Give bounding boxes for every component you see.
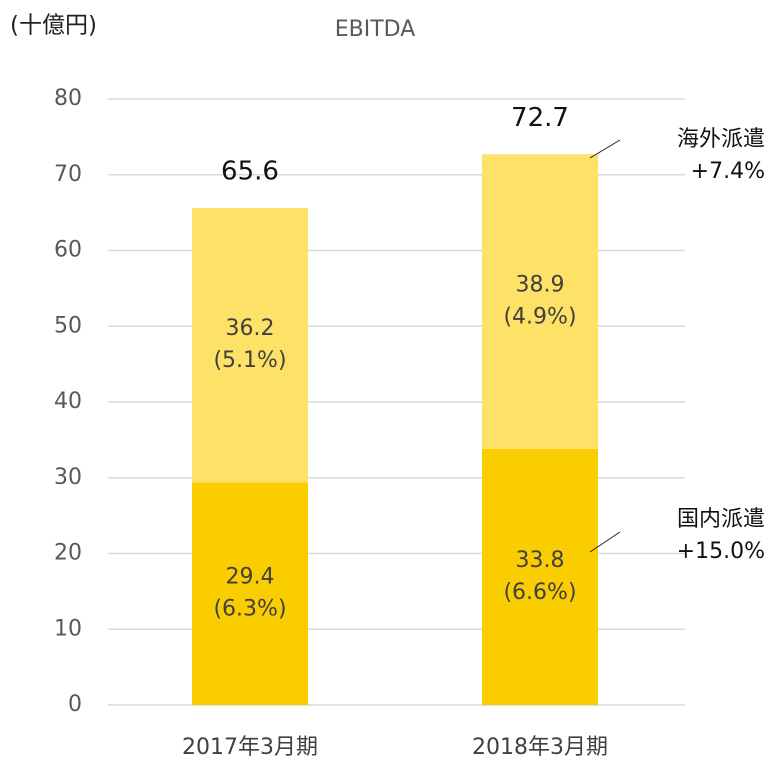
value-label: 38.9 xyxy=(516,273,565,298)
x-tick-label: 2017年3月期 xyxy=(182,735,318,760)
y-tick-label: 40 xyxy=(54,389,82,414)
y-tick-label: 60 xyxy=(54,238,82,263)
value-label: 29.4 xyxy=(226,565,275,590)
value-label: 36.2 xyxy=(226,316,275,341)
bar-segment xyxy=(192,482,308,705)
leader-line xyxy=(589,139,621,159)
share-label: (6.3%) xyxy=(213,597,286,622)
share-label: (6.6%) xyxy=(503,580,576,605)
total-label: 65.6 xyxy=(221,157,279,187)
series-name: 海外派遣 xyxy=(677,127,765,152)
growth-label: +15.0% xyxy=(677,539,765,564)
share-label: (5.1%) xyxy=(213,348,286,373)
y-tick-label: 70 xyxy=(54,162,82,187)
bar-segment xyxy=(482,154,598,449)
bar-segment xyxy=(482,448,598,705)
series-name: 国内派遣 xyxy=(677,507,765,532)
growth-label: +7.4% xyxy=(691,159,765,184)
value-label: 33.8 xyxy=(516,548,565,573)
total-label: 72.7 xyxy=(511,103,569,133)
chart-title: EBITDA xyxy=(335,17,416,42)
y-tick-label: 0 xyxy=(68,692,82,717)
bar-segment xyxy=(192,208,308,483)
y-axis-label: (十億円) xyxy=(10,13,97,39)
leader-line xyxy=(589,531,621,553)
x-tick-label: 2018年3月期 xyxy=(472,735,608,760)
y-tick-label: 50 xyxy=(54,313,82,338)
share-label: (4.9%) xyxy=(503,305,576,330)
y-tick-label: 80 xyxy=(54,86,82,111)
y-tick-label: 10 xyxy=(54,616,82,641)
y-tick-label: 30 xyxy=(54,465,82,490)
y-tick-label: 20 xyxy=(54,541,82,566)
